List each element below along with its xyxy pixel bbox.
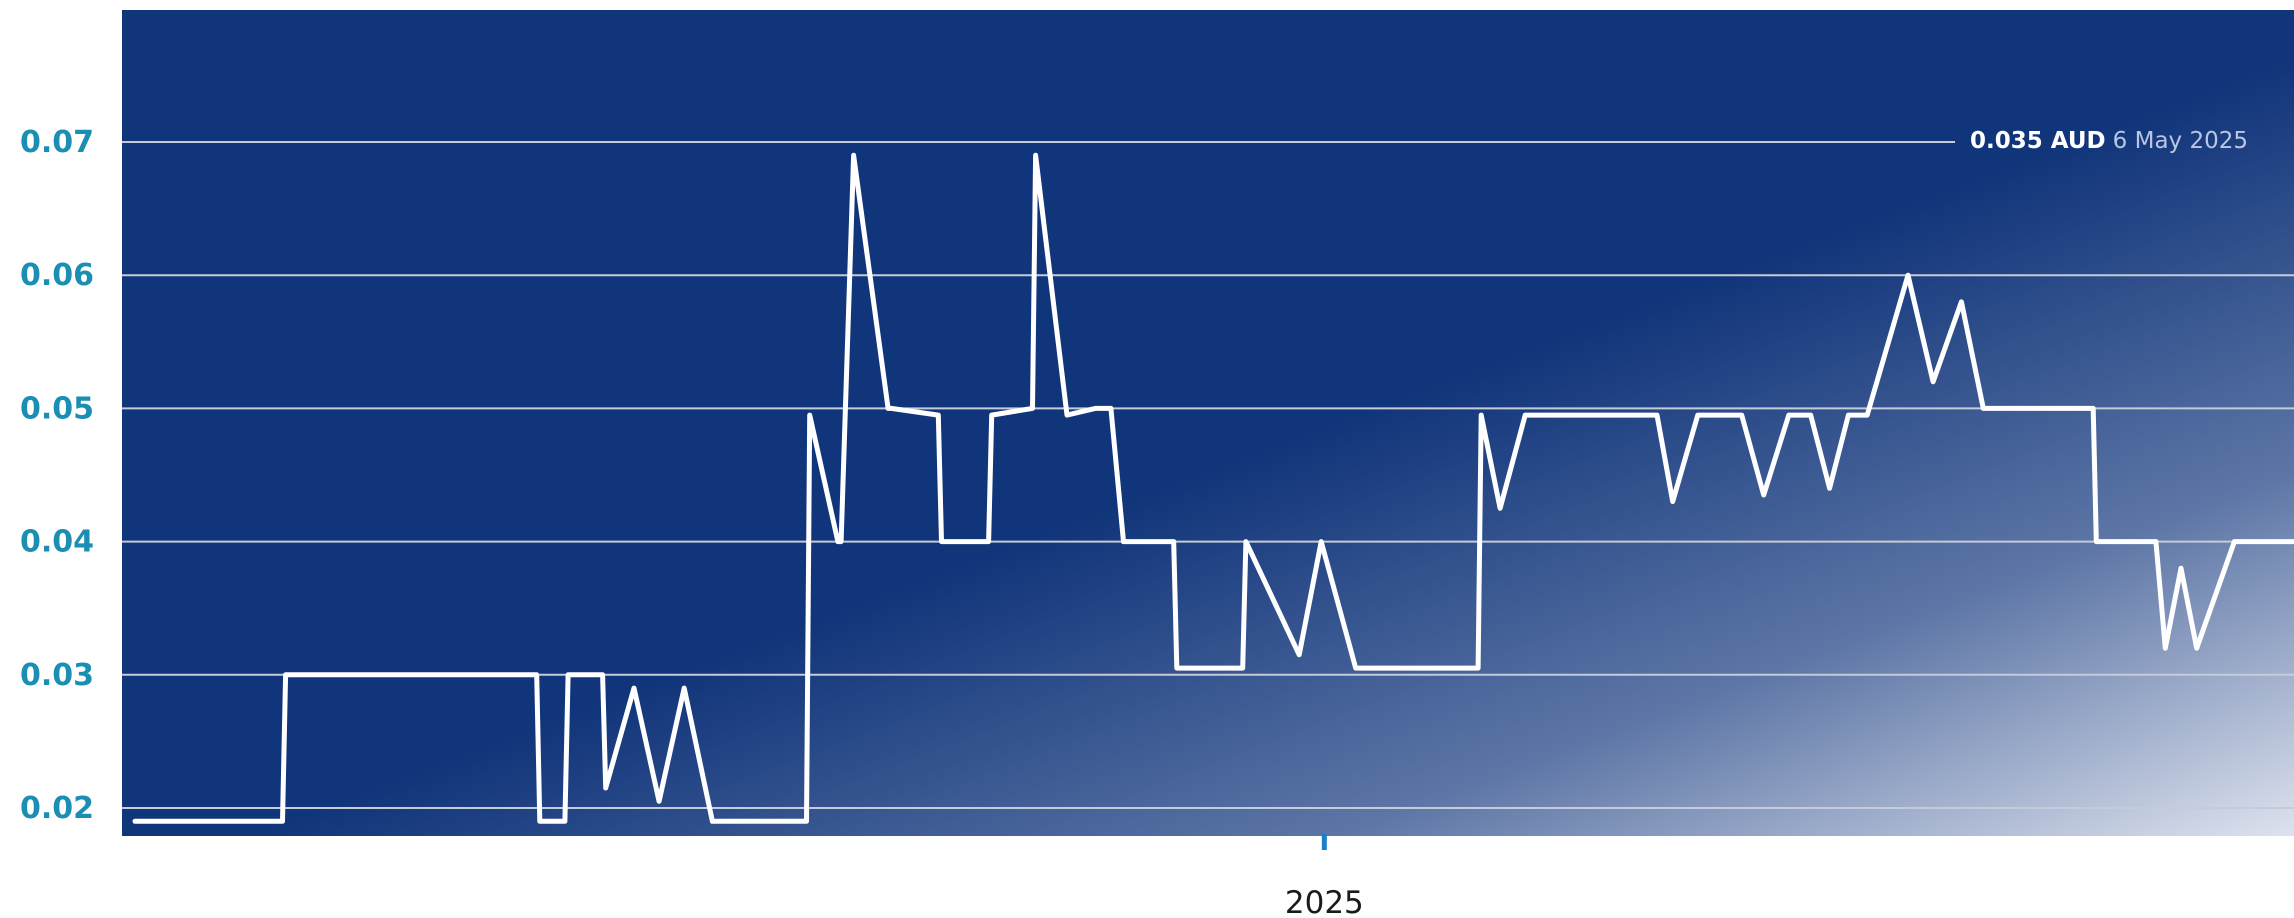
- y-tick-label: 0.03: [20, 658, 94, 693]
- y-tick-label: 0.07: [20, 125, 94, 160]
- tooltip-price: 0.035 AUD: [1970, 128, 2106, 154]
- price-series-line: [132, 152, 2294, 824]
- x-tick-label: 2025: [1285, 885, 1364, 918]
- series-layer: [132, 152, 2294, 824]
- plot-background: [122, 10, 2294, 836]
- y-axis-ticks: 0.02 0.03 0.04 0.05 0.06 0.07: [20, 125, 94, 826]
- y-tick-label: 0.06: [20, 258, 94, 293]
- y-tick-label: 0.05: [20, 391, 94, 426]
- y-tick-label: 0.02: [20, 791, 94, 826]
- y-tick-label: 0.04: [20, 525, 94, 560]
- tooltip-date: 6 May 2025: [2113, 128, 2248, 154]
- x-axis-ticks: 2025: [1285, 834, 1364, 918]
- hover-tooltip: 0.035 AUD 6 May 2025: [1970, 128, 2248, 154]
